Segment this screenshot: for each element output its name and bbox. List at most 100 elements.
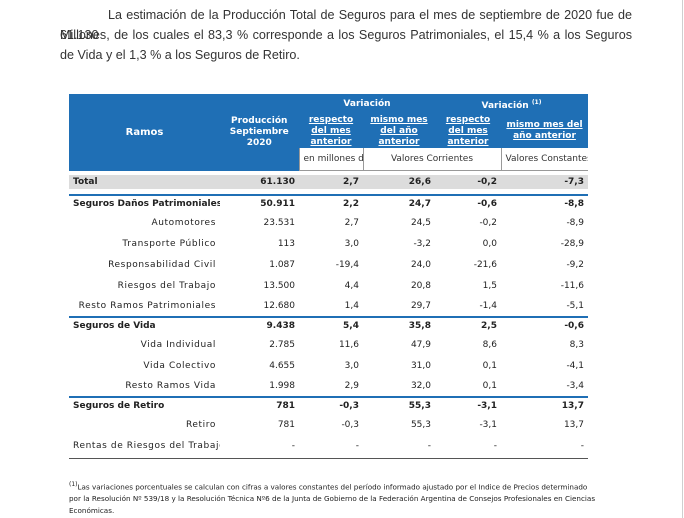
row-var-mes: 1,4 xyxy=(344,301,359,311)
row-const-mes: - xyxy=(493,441,497,452)
header-produccion: Producción Septiembre 2020 xyxy=(229,115,289,148)
row-produccion: 12.680 xyxy=(263,301,296,311)
row-const-anio: 13,7 xyxy=(501,396,588,414)
row-var-mes: 5,4 xyxy=(299,316,363,334)
header-respecto-mes-anterior: respecto del mes anterior xyxy=(308,114,354,147)
row-const-mes: 8,6 xyxy=(482,339,497,350)
table-row: Responsabilidad Civil 1.087 -19,4 24,0 -… xyxy=(69,254,588,275)
row-var-mes: 2,7 xyxy=(344,217,359,228)
row-produccion: 1.087 xyxy=(269,259,295,270)
row-const-mes: -1,4 xyxy=(479,301,497,311)
row-var-anio: 55,3 xyxy=(410,419,431,430)
row-var-anio: 32,0 xyxy=(410,381,431,391)
row-produccion: 61.130 xyxy=(220,175,299,189)
table-row: Resto Ramos Vida 1.998 2,9 32,0 0,1 -3,4 xyxy=(69,376,588,397)
header-variacion-ajustada: Variación (1) xyxy=(481,98,542,111)
row-label: Vida Colectivo xyxy=(143,360,216,371)
row-const-anio: -0,6 xyxy=(501,316,588,334)
row-produccion: 781 xyxy=(220,396,299,414)
row-label: Responsabilidad Civil xyxy=(108,259,216,270)
row-var-mes: 11,6 xyxy=(338,339,359,350)
row-var-mes: -0,3 xyxy=(299,396,363,414)
row-var-anio: 47,9 xyxy=(410,339,431,350)
table-row: Retiro 781 -0,3 55,3 -3,1 13,7 xyxy=(69,414,588,435)
row-produccion: 9.438 xyxy=(220,316,299,334)
row-var-mes: - xyxy=(355,441,359,452)
row-var-anio: 24,0 xyxy=(410,259,431,270)
row-const-mes: -21,6 xyxy=(473,259,497,270)
header-valores-corrientes: Valores Corrientes xyxy=(363,148,502,171)
row-label: Seguros Daños Patrimoniales xyxy=(69,194,220,212)
header-variacion: Variación xyxy=(343,98,391,109)
row-produccion: - xyxy=(291,441,295,452)
row-var-anio: 31,0 xyxy=(410,360,431,371)
row-const-mes: -3,1 xyxy=(435,396,501,414)
header-respecto-mes-anterior-constantes: respecto del mes anterior xyxy=(445,114,491,147)
row-const-anio: -28,9 xyxy=(560,238,584,249)
page-edge-line xyxy=(682,0,683,518)
row-label: Riesgos del Trabajo xyxy=(117,280,216,291)
intro-line-1: La estimación de la Producción Total de … xyxy=(60,8,632,42)
row-produccion: 113 xyxy=(277,238,295,249)
table-row: Resto Ramos Patrimoniales 12.680 1,4 29,… xyxy=(69,296,588,317)
row-var-anio: 24,5 xyxy=(410,217,431,228)
row-var-anio: -3,2 xyxy=(413,238,431,249)
header-mismo-mes-anio-anterior: mismo mes del año anterior xyxy=(370,114,428,147)
row-const-mes: 0,1 xyxy=(482,381,497,391)
row-const-mes: 0,1 xyxy=(482,360,497,371)
row-var-mes: 4,4 xyxy=(344,280,359,291)
row-label: Seguros de Vida xyxy=(69,316,220,334)
row-var-anio: - xyxy=(427,441,431,452)
table-row: Vida Individual 2.785 11,6 47,9 8,6 8,3 xyxy=(69,334,588,355)
row-const-mes: -0,2 xyxy=(435,175,501,189)
table-row-section: Seguros Daños Patrimoniales 50.911 2,2 2… xyxy=(69,194,588,212)
row-produccion: 781 xyxy=(277,419,295,430)
row-var-mes: 3,0 xyxy=(344,360,359,371)
row-const-anio: -4,1 xyxy=(566,360,584,371)
row-produccion: 50.911 xyxy=(220,194,299,212)
row-var-mes: -0,3 xyxy=(341,419,359,430)
header-mismo-mes-anio-anterior-constantes: mismo mes del año anterior xyxy=(506,120,583,141)
row-const-anio: -8,8 xyxy=(501,194,588,212)
insurance-production-table: Ramos Producción Septiembre 2020 Variaci… xyxy=(69,94,588,461)
row-var-mes: 2,9 xyxy=(344,381,359,391)
row-const-anio: -3,4 xyxy=(566,381,584,391)
row-label: Resto Ramos Patrimoniales xyxy=(78,301,216,311)
row-var-mes: 2,7 xyxy=(299,175,363,189)
header-unidad: en millones de $ xyxy=(298,148,364,171)
row-var-mes: -19,4 xyxy=(335,259,359,270)
row-label: Rentas de Riesgos del Trabajo xyxy=(73,441,220,452)
row-produccion: 13.500 xyxy=(263,280,296,291)
table-row: Transporte Público 113 3,0 -3,2 0,0 -28,… xyxy=(69,233,588,254)
table-row: Riesgos del Trabajo 13.500 4,4 20,8 1,5 … xyxy=(69,275,588,296)
row-produccion: 23.531 xyxy=(263,217,296,228)
row-var-anio: 20,8 xyxy=(410,280,431,291)
row-label: Resto Ramos Vida xyxy=(125,381,216,391)
row-label: Retiro xyxy=(185,419,216,430)
header-ramos: Ramos xyxy=(125,126,164,138)
intro-line-2: Millones, de los cuales el 83,3 % corres… xyxy=(60,28,632,62)
row-produccion: 2.785 xyxy=(269,339,295,350)
row-var-mes: 3,0 xyxy=(344,238,359,249)
row-label: Seguros de Retiro xyxy=(69,396,220,414)
row-const-mes: -3,1 xyxy=(479,419,497,430)
row-const-mes: 2,5 xyxy=(435,316,501,334)
table-row-section: Seguros de Vida 9.438 5,4 35,8 2,5 -0,6 xyxy=(69,316,588,334)
row-const-anio: -11,6 xyxy=(560,280,584,291)
row-const-mes: 0,0 xyxy=(482,238,497,249)
footnote-text: Las variaciones porcentuales se calculan… xyxy=(69,482,596,516)
row-const-anio: -5,1 xyxy=(566,301,584,311)
row-const-anio: -8,9 xyxy=(566,217,584,228)
row-var-mes: 2,2 xyxy=(299,194,363,212)
table-row-total: Total 61.130 2,7 26,6 -0,2 -7,3 xyxy=(69,175,588,189)
table-row: Automotores 23.531 2,7 24,5 -0,2 -8,9 xyxy=(69,212,588,233)
row-const-anio: 13,7 xyxy=(563,419,584,430)
row-var-anio: 35,8 xyxy=(363,316,435,334)
row-label: Automotores xyxy=(151,217,216,228)
row-const-mes: 1,5 xyxy=(482,280,497,291)
row-const-mes: -0,6 xyxy=(435,194,501,212)
table-row: Rentas de Riesgos del Trabajo - - - - - xyxy=(69,435,588,458)
row-produccion: 1.998 xyxy=(269,381,295,391)
row-const-anio: -9,2 xyxy=(566,259,584,270)
table-row-section: Seguros de Retiro 781 -0,3 55,3 -3,1 13,… xyxy=(69,396,588,414)
